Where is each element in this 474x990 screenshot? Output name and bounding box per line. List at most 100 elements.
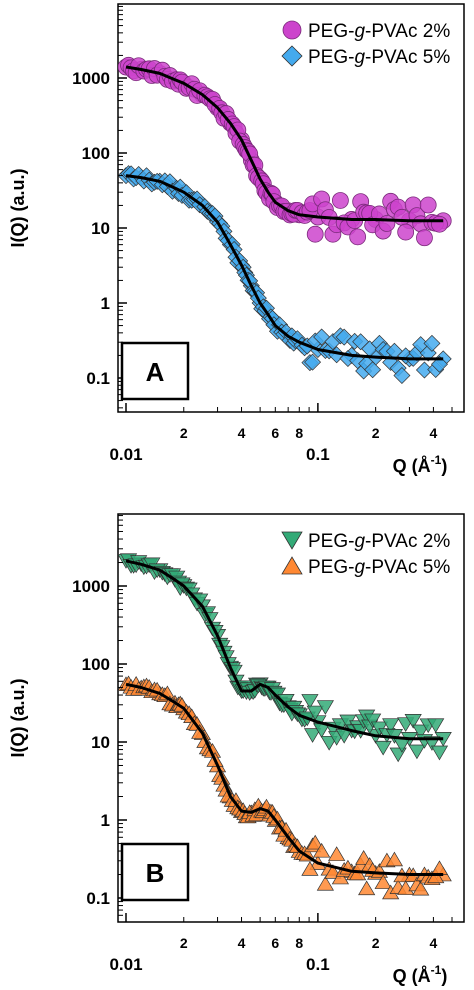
y-tick-label: 0.1 bbox=[86, 369, 110, 388]
x-tick-label: 2 bbox=[372, 425, 380, 441]
scatter-marker bbox=[408, 744, 426, 760]
scatter-marker bbox=[431, 215, 448, 233]
panel-a-fits bbox=[125, 65, 444, 361]
legend-label: PEG-g-PVAc 2% bbox=[308, 21, 450, 42]
panel-a-legend: PEG-g-PVAc 2% PEG-g-PVAc 5% bbox=[281, 20, 450, 68]
panel-a-letter-frame bbox=[120, 341, 190, 401]
scatter-marker bbox=[313, 842, 331, 858]
legend-marker bbox=[281, 556, 303, 575]
panel-a-points bbox=[118, 56, 452, 385]
scatter-marker bbox=[316, 875, 335, 891]
legend-label-part: -PVAc 2% bbox=[365, 531, 450, 552]
scatter-marker bbox=[303, 728, 322, 743]
legend-label-part: -PVAc 5% bbox=[365, 557, 450, 578]
panel-b-x-axis-title-close: ) bbox=[441, 966, 447, 986]
legend-marker bbox=[281, 531, 303, 550]
panel-b-letter: B bbox=[146, 858, 165, 888]
scatter-marker bbox=[306, 225, 324, 243]
y-tick-label: 1 bbox=[101, 294, 110, 313]
x-tick-label: 0.01 bbox=[109, 955, 142, 974]
scatter-marker bbox=[416, 229, 433, 247]
legend-label: PEG-g-PVAc 2% bbox=[308, 531, 450, 552]
legend-marker bbox=[281, 45, 303, 67]
scatter-marker bbox=[349, 228, 367, 246]
x-tick-label: 2 bbox=[180, 935, 188, 951]
y-tick-label: 10 bbox=[91, 733, 110, 752]
scatter-marker bbox=[364, 361, 382, 379]
panel-b-frame bbox=[117, 513, 465, 923]
fit-line bbox=[125, 174, 444, 361]
fit-line bbox=[125, 559, 444, 741]
x-tick-label: 8 bbox=[295, 935, 303, 951]
legend-label-part: PEG- bbox=[308, 557, 354, 578]
scatter-marker bbox=[385, 851, 404, 867]
x-tick-label: 4 bbox=[238, 425, 246, 441]
panel-a-y-ticks: 1000 100 10 1 0.1 bbox=[72, 5, 127, 409]
legend-label: PEG-g-PVAc 5% bbox=[308, 47, 450, 68]
scatter-marker bbox=[301, 694, 319, 709]
scatter-marker bbox=[389, 747, 407, 763]
panel-b-fits bbox=[125, 559, 444, 876]
legend-label-italic: g bbox=[354, 557, 365, 578]
scatter-marker bbox=[393, 367, 411, 385]
panel-a-frame bbox=[117, 3, 465, 413]
fit-line bbox=[125, 682, 444, 876]
panel-a-y-axis-title: I(Q) (a.u.) bbox=[8, 169, 28, 248]
x-tick-label: 8 bbox=[295, 425, 303, 441]
panel-b-x-axis-title-exp: -1 bbox=[431, 963, 442, 977]
panel-b-x-axis-title-main: Q (Å bbox=[393, 966, 431, 986]
scatter-marker bbox=[331, 869, 350, 885]
scatter-marker bbox=[412, 880, 430, 896]
panel-a-x-axis-title: Q (Å-1) bbox=[393, 453, 448, 476]
scatter-marker bbox=[301, 861, 319, 876]
scatter-marker bbox=[430, 745, 449, 761]
y-tick-label: 1000 bbox=[72, 69, 110, 88]
scatter-marker bbox=[374, 874, 392, 889]
panel-b-y-ticks: 1000 100 10 1 0.1 bbox=[72, 515, 127, 916]
legend-label-part: PEG- bbox=[308, 47, 354, 68]
scatter-marker bbox=[430, 860, 449, 875]
x-tick-label: 4 bbox=[430, 425, 438, 441]
x-tick-label: 6 bbox=[271, 935, 279, 951]
scatter-marker bbox=[430, 355, 448, 373]
panel-a-letter-box: A bbox=[120, 341, 190, 401]
scatter-marker bbox=[328, 846, 346, 861]
panel-b-letter-box: B bbox=[120, 842, 190, 902]
legend-label-italic: g bbox=[354, 531, 365, 552]
scatter-marker bbox=[304, 353, 322, 371]
legend-label-part: PEG- bbox=[308, 531, 354, 552]
x-tick-label: 4 bbox=[238, 935, 246, 951]
panel-a-x-axis-title-main: Q (Å bbox=[393, 456, 431, 476]
legend-label-italic: g bbox=[354, 21, 365, 42]
scatter-marker bbox=[419, 196, 437, 214]
panel-b-x-ticks: 0.01 2 4 6 80.1 2 4 bbox=[109, 913, 453, 974]
legend-label: PEG-g-PVAc 5% bbox=[308, 557, 450, 578]
scatter-marker bbox=[393, 208, 411, 226]
scatter-marker bbox=[412, 724, 430, 740]
scatter-marker bbox=[352, 333, 370, 351]
x-tick-label: 0.1 bbox=[306, 445, 330, 464]
x-tick-label: 4 bbox=[430, 935, 438, 951]
scatter-marker bbox=[306, 705, 324, 721]
scatter-marker bbox=[404, 714, 422, 729]
panel-b-letter-frame bbox=[120, 842, 190, 902]
fit-line bbox=[125, 65, 444, 223]
x-tick-label: 0.1 bbox=[306, 955, 330, 974]
y-tick-label: 0.1 bbox=[86, 889, 110, 908]
scatter-marker bbox=[423, 334, 441, 352]
legend-marker bbox=[282, 20, 302, 40]
legend-label-part: PEG- bbox=[308, 21, 354, 42]
panel-a-x-ticks: 0.01 2 4 6 80.1 2 4 bbox=[109, 403, 453, 464]
legend-label-italic: g bbox=[354, 47, 365, 68]
x-tick-label: 6 bbox=[271, 425, 279, 441]
scatter-marker bbox=[358, 880, 376, 896]
panel-b-legend: PEG-g-PVAc 2%PEG-g-PVAc 5% bbox=[281, 531, 450, 578]
panel-b-x-axis-title: Q (Å-1) bbox=[393, 963, 448, 986]
panel-a-x-axis-title-close: ) bbox=[441, 456, 447, 476]
x-tick-label: 2 bbox=[180, 425, 188, 441]
scatter-marker bbox=[374, 740, 392, 756]
legend-label-part: -PVAc 2% bbox=[365, 21, 450, 42]
